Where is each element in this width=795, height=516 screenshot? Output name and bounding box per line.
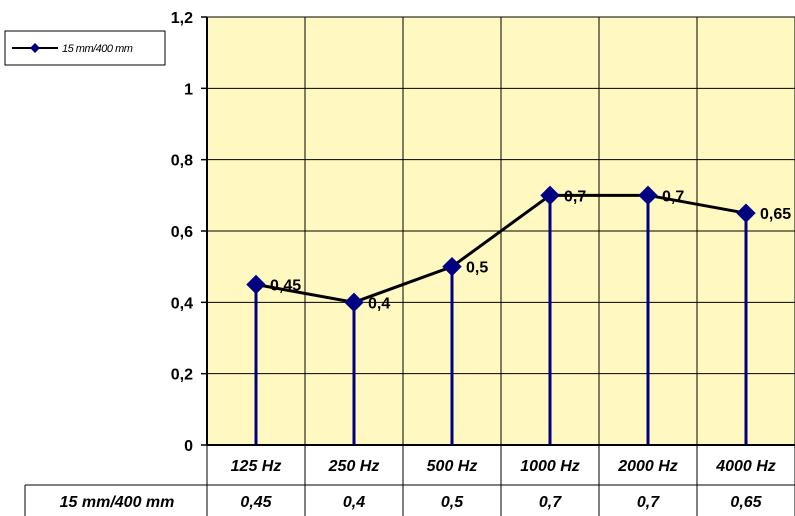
x-tick-label: 250 Hz bbox=[328, 458, 380, 475]
y-tick-label: 0,4 bbox=[171, 295, 193, 312]
x-tick-label: 1000 Hz bbox=[520, 458, 580, 475]
data-point bbox=[540, 185, 560, 206]
table-row-label: 15 mm/400 mm bbox=[60, 494, 175, 511]
table-cell: 0,5 bbox=[441, 494, 464, 511]
x-tick-label: 4000 Hz bbox=[715, 458, 776, 475]
y-tick-label: 0,2 bbox=[171, 367, 193, 384]
data-label: 0,7 bbox=[662, 188, 684, 205]
x-tick-label: 125 Hz bbox=[231, 458, 282, 475]
data-point bbox=[246, 274, 266, 295]
data-label: 0,4 bbox=[368, 295, 390, 312]
y-tick-label: 0 bbox=[184, 438, 193, 455]
data-point bbox=[736, 203, 756, 223]
y-tick-label: 1 bbox=[184, 81, 193, 98]
x-tick-label: 2000 Hz bbox=[617, 458, 678, 475]
data-point bbox=[638, 185, 658, 206]
data-label: 0,65 bbox=[760, 206, 791, 223]
y-tick-label: 0,6 bbox=[171, 224, 193, 241]
legend-label: 15 mm/400 mm bbox=[62, 43, 133, 55]
legend-marker bbox=[30, 43, 40, 53]
data-label: 0,5 bbox=[466, 260, 488, 277]
table-cell: 0,4 bbox=[343, 494, 365, 511]
data-point bbox=[442, 256, 462, 277]
series-line bbox=[255, 193, 747, 304]
table-cell: 0,7 bbox=[637, 494, 660, 511]
x-tick-label: 500 Hz bbox=[427, 458, 478, 475]
table-cell: 0,45 bbox=[240, 494, 272, 511]
y-tick-label: 1,2 bbox=[171, 10, 193, 27]
data-label: 0,7 bbox=[564, 188, 586, 205]
data-point bbox=[344, 292, 364, 313]
data-label: 0,45 bbox=[270, 278, 301, 295]
table-cell: 0,7 bbox=[539, 494, 562, 511]
y-tick-label: 0,8 bbox=[171, 153, 193, 170]
table-cell: 0,65 bbox=[730, 494, 762, 511]
